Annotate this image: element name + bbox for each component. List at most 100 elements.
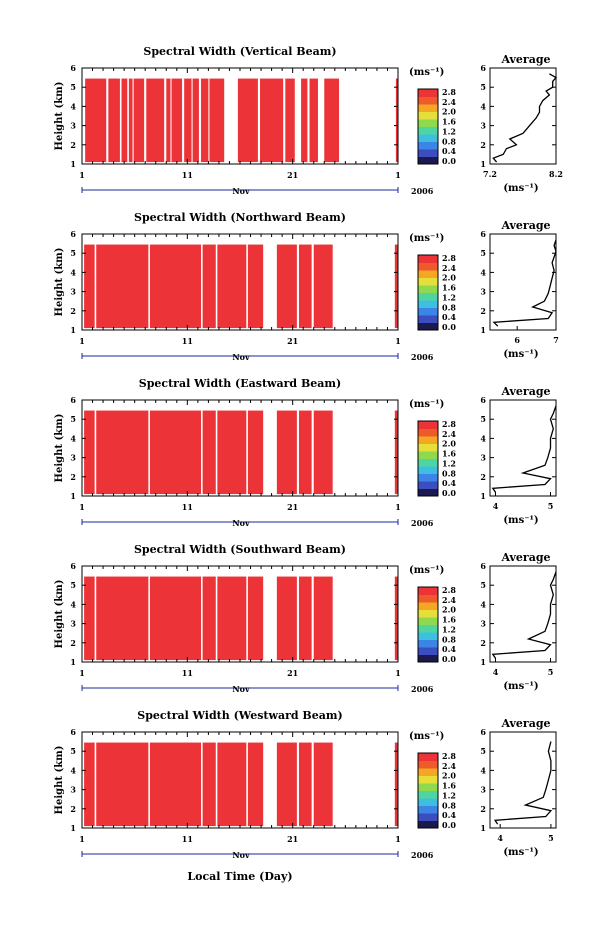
- colorbar-tick-label: 2.8: [442, 585, 456, 595]
- colorbar-swatch: [418, 775, 438, 784]
- profile-x-tick-label: 5: [548, 833, 554, 843]
- profile-plot: Average 1 2 3 4 5 6 4 5 (ms⁻¹): [480, 385, 557, 526]
- profile-y-tick-label: 3: [480, 121, 486, 131]
- data-gap: [144, 78, 147, 163]
- data-gap: [127, 78, 129, 163]
- data-block: [84, 244, 264, 329]
- x-tick-label: 11: [182, 502, 193, 512]
- data-gap: [148, 576, 150, 661]
- panel-2: Spectral Width (Northward Beam)1 11 21 1Nov…: [54, 211, 559, 362]
- colorbar-swatch: [418, 149, 438, 157]
- x-tick-label: 11: [182, 336, 193, 346]
- data-gap: [311, 244, 314, 329]
- x-tick-label: 21: [287, 834, 298, 844]
- colorbar-swatch: [418, 141, 438, 150]
- y-tick-label: 4: [70, 765, 76, 775]
- colorbar-tick-label: 0.8: [442, 136, 456, 146]
- y-axis-label: Height (km): [54, 82, 65, 151]
- colorbar-swatch: [418, 300, 438, 308]
- data-gap: [296, 410, 299, 495]
- data-gap: [311, 576, 314, 661]
- y-tick-label: 4: [70, 599, 76, 609]
- profile-line: [493, 741, 553, 825]
- colorbar-tick-label: 1.2: [442, 624, 456, 634]
- colorbar-swatch: [418, 768, 438, 776]
- year-label: 2006: [411, 850, 434, 860]
- data-block: [394, 742, 398, 827]
- panel-title: Spectral Width (Vertical Beam): [143, 45, 336, 58]
- data-gap: [307, 78, 310, 163]
- x-tick-label: 1: [79, 336, 85, 346]
- y-tick-label: 3: [70, 619, 76, 629]
- data-gap: [246, 410, 248, 495]
- data-gap: [148, 742, 150, 827]
- profile-y-tick-label: 6: [480, 395, 486, 405]
- colorbar: (ms⁻¹) 0.00.40.81.21.62.02.42.8: [409, 731, 456, 830]
- y-tick-label: 6: [70, 561, 76, 571]
- colorbar-swatch: [418, 443, 438, 452]
- colorbar-swatch: [418, 119, 438, 127]
- x-tick-label: 1: [395, 170, 401, 180]
- data-gap: [94, 244, 97, 329]
- profile-line: [491, 405, 557, 493]
- colorbar-swatch: [418, 798, 438, 806]
- profile-y-tick-label: 1: [480, 657, 486, 667]
- data-block: [276, 410, 333, 495]
- data-block: [394, 244, 398, 329]
- colorbar-swatch: [418, 488, 438, 497]
- data-block: [85, 78, 225, 163]
- profile-y-tick-label: 6: [480, 727, 486, 737]
- profile-plot: Average 1 2 3 4 5 6 7.2 8.2 (ms⁻¹): [480, 53, 563, 194]
- profile-y-tick-label: 6: [480, 561, 486, 571]
- y-tick-label: 6: [70, 395, 76, 405]
- colorbar-swatch: [418, 156, 438, 165]
- profile-y-tick-label: 2: [480, 804, 486, 814]
- x-tick-label: 1: [79, 502, 85, 512]
- profile-y-tick-label: 5: [480, 82, 486, 92]
- year-label: 2006: [411, 518, 434, 528]
- colorbar-swatch: [418, 609, 438, 618]
- y-tick-label: 2: [70, 472, 76, 482]
- colorbar-swatch: [418, 753, 438, 761]
- colorbar-tick-label: 0.0: [442, 488, 456, 498]
- colorbar: (ms⁻¹) 0.00.40.81.21.62.02.42.8: [409, 399, 456, 498]
- y-tick-label: 2: [70, 804, 76, 814]
- colorbar-swatch: [418, 451, 438, 459]
- x-tick-label: 1: [395, 336, 401, 346]
- colorbar-tick-label: 2.8: [442, 419, 456, 429]
- colorbar-swatch: [418, 134, 438, 142]
- x-tick-label: 21: [287, 668, 298, 678]
- x-tick-label: 1: [79, 668, 85, 678]
- data-gap: [170, 78, 172, 163]
- profile-y-tick-label: 5: [480, 414, 486, 424]
- x-tick-label: 11: [182, 668, 193, 678]
- data-gap: [201, 410, 203, 495]
- profile-x-tick-label: 6: [514, 335, 520, 345]
- profile-y-tick-label: 2: [480, 638, 486, 648]
- colorbar-tick-label: 0.4: [442, 478, 456, 488]
- colorbar-swatch: [418, 126, 438, 135]
- data-block: [394, 576, 398, 661]
- profile-y-tick-label: 5: [480, 580, 486, 590]
- profile-x-label: (ms⁻¹): [503, 183, 538, 194]
- x-tick-label: 11: [182, 834, 193, 844]
- y-tick-label: 2: [70, 306, 76, 316]
- data-gap: [320, 78, 322, 163]
- profile-y-tick-label: 6: [480, 229, 486, 239]
- colorbar-tick-label: 1.6: [442, 117, 456, 127]
- data-gap: [201, 244, 203, 329]
- profile-plot: Average 1 2 3 4 5 6 4 5 (ms⁻¹): [480, 551, 557, 692]
- colorbar-swatch: [418, 307, 438, 316]
- colorbar-tick-label: 2.8: [442, 87, 456, 97]
- y-tick-label: 1: [70, 491, 76, 501]
- month-label: Nov: [232, 518, 250, 528]
- data-block: [324, 78, 340, 163]
- colorbar-swatch: [418, 277, 438, 286]
- y-tick-label: 6: [70, 229, 76, 239]
- profile-frame: [489, 731, 557, 829]
- y-tick-label: 3: [70, 453, 76, 463]
- colorbar-swatch: [418, 89, 438, 97]
- data-gap: [296, 576, 299, 661]
- data-block: [84, 576, 264, 661]
